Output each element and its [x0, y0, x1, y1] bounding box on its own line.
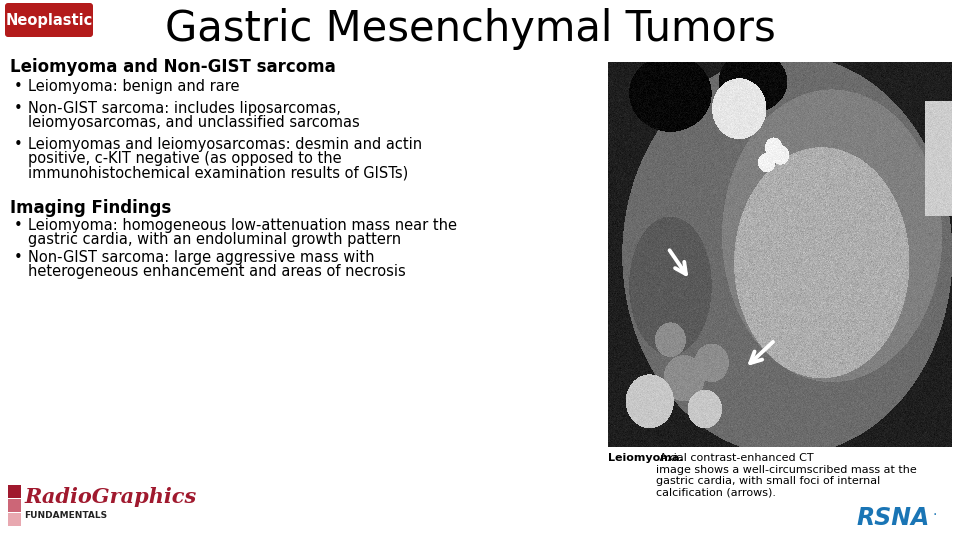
Text: RadioGraphics: RadioGraphics — [24, 487, 196, 507]
Bar — [8, 485, 21, 498]
Text: Leiomyoma.: Leiomyoma. — [608, 453, 684, 463]
Text: gastric cardia, with an endoluminal growth pattern: gastric cardia, with an endoluminal grow… — [28, 232, 401, 247]
Text: leiomyosarcomas, and unclassified sarcomas: leiomyosarcomas, and unclassified sarcom… — [28, 115, 360, 130]
Text: Leiomyomas and leiomyosarcomas: desmin and actin: Leiomyomas and leiomyosarcomas: desmin a… — [28, 137, 422, 152]
Text: •: • — [14, 137, 23, 152]
Bar — [8, 513, 21, 526]
Text: FUNDAMENTALS: FUNDAMENTALS — [24, 511, 108, 520]
Text: Axial contrast-enhanced CT
image shows a well-circumscribed mass at the
gastric : Axial contrast-enhanced CT image shows a… — [656, 453, 917, 498]
Text: •: • — [14, 218, 23, 233]
Text: ·: · — [932, 508, 936, 522]
Text: Leiomyoma: homogeneous low-attenuation mass near the: Leiomyoma: homogeneous low-attenuation m… — [28, 218, 457, 233]
Text: Gastric Mesenchymal Tumors: Gastric Mesenchymal Tumors — [165, 8, 776, 50]
FancyBboxPatch shape — [5, 3, 93, 37]
Text: Non-GIST sarcoma: includes liposarcomas,: Non-GIST sarcoma: includes liposarcomas, — [28, 101, 341, 116]
Text: heterogeneous enhancement and areas of necrosis: heterogeneous enhancement and areas of n… — [28, 264, 406, 279]
Text: Leiomyoma and Non-GIST sarcoma: Leiomyoma and Non-GIST sarcoma — [10, 58, 336, 76]
Text: •: • — [14, 250, 23, 265]
Text: Neoplastic: Neoplastic — [6, 12, 92, 28]
Text: •: • — [14, 79, 23, 94]
Text: Leiomyoma: benign and rare: Leiomyoma: benign and rare — [28, 79, 239, 94]
Text: RSNA: RSNA — [856, 506, 930, 530]
Text: •: • — [14, 101, 23, 116]
Text: Non-GIST sarcoma: large aggressive mass with: Non-GIST sarcoma: large aggressive mass … — [28, 250, 374, 265]
Text: immunohistochemical examination results of GISTs): immunohistochemical examination results … — [28, 165, 408, 180]
Text: positive, c-KIT negative (as opposed to the: positive, c-KIT negative (as opposed to … — [28, 151, 342, 166]
Text: Imaging Findings: Imaging Findings — [10, 199, 171, 217]
Bar — [8, 499, 21, 512]
